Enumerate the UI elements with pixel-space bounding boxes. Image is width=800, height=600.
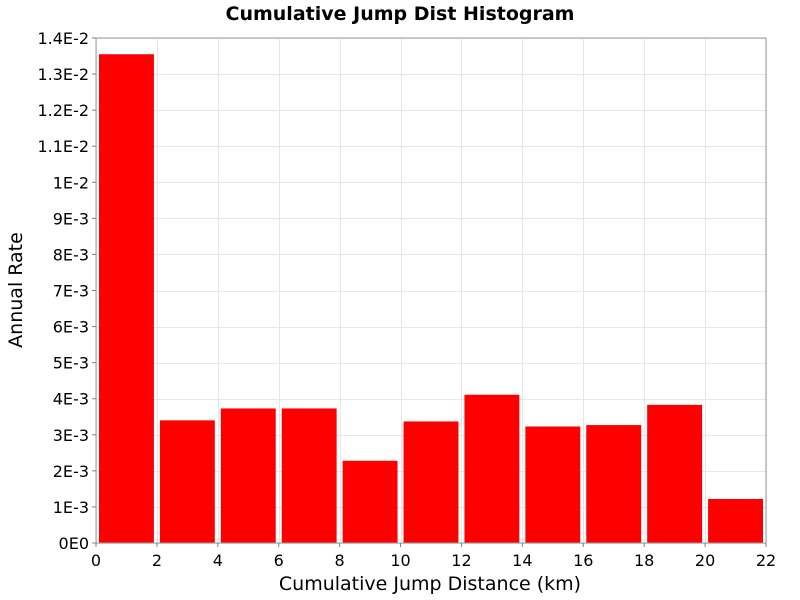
x-tick-label: 6 [274, 551, 284, 570]
y-tick-label: 7E-3 [53, 282, 89, 301]
histogram-bar [464, 394, 520, 543]
histogram-bar [281, 408, 337, 543]
x-tick-label: 10 [390, 551, 410, 570]
chart-title: Cumulative Jump Dist Histogram [226, 3, 575, 25]
x-tick-label: 22 [756, 551, 776, 570]
histogram-bar [342, 460, 398, 543]
y-tick-label: 1.1E-2 [37, 137, 89, 156]
y-tick-label: 1E-3 [53, 498, 89, 517]
y-tick-label: 1.4E-2 [37, 29, 89, 48]
histogram-bar [586, 425, 642, 543]
x-tick-label: 2 [152, 551, 162, 570]
x-axis: 0 2 4 6 8 10 12 14 16 18 20 22 [91, 543, 776, 570]
x-tick-label: 16 [573, 551, 593, 570]
x-tick-label: 18 [634, 551, 654, 570]
y-tick-label: 4E-3 [53, 390, 89, 409]
histogram-bar [708, 498, 763, 543]
x-tick-label: 12 [451, 551, 471, 570]
y-tick-label: 5E-3 [53, 354, 89, 373]
x-tick-label: 4 [213, 551, 223, 570]
y-tick-label: 6E-3 [53, 318, 89, 337]
y-tick-label: 2E-3 [53, 462, 89, 481]
histogram-bar [220, 408, 276, 543]
y-tick-label: 8E-3 [53, 245, 89, 264]
y-tick-label: 1E-2 [53, 173, 89, 192]
bars [99, 54, 763, 543]
histogram-bar [403, 421, 459, 543]
histogram-bar [99, 54, 154, 543]
y-axis-label: Annual Rate [5, 232, 27, 348]
y-tick-label: 9E-3 [53, 209, 89, 228]
histogram-bar [525, 426, 581, 543]
histogram-bar [159, 420, 215, 543]
histogram-bar [647, 404, 703, 543]
y-tick-label: 1.2E-2 [37, 101, 89, 120]
x-tick-label: 8 [335, 551, 345, 570]
x-axis-label: Cumulative Jump Distance (km) [279, 573, 581, 595]
plot-area [95, 37, 767, 544]
y-tick-label: 0E0 [59, 534, 89, 553]
y-tick-label: 1.3E-2 [37, 65, 89, 84]
y-axis: 0E0 1E-3 2E-3 3E-3 4E-3 5E-3 6E-3 7E-3 8E-3 9E-3 1… [37, 29, 96, 553]
x-tick-label: 0 [91, 551, 101, 570]
y-tick-label: 3E-3 [53, 426, 89, 445]
x-tick-label: 20 [695, 551, 715, 570]
x-tick-label: 14 [512, 551, 532, 570]
